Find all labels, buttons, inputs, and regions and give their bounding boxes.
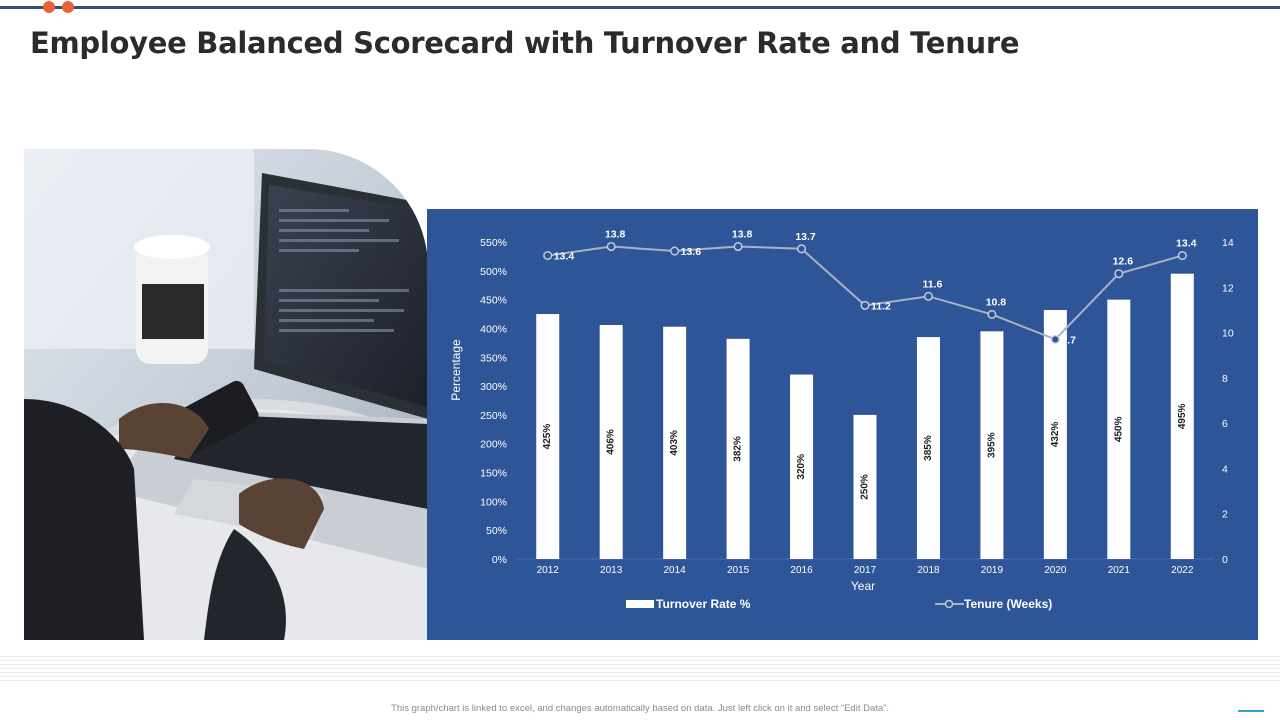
y-tick-label: 100%: [480, 496, 507, 508]
line-point: [860, 300, 870, 310]
accent-dot-right: [62, 1, 74, 13]
line-point: [1114, 269, 1124, 279]
legend-line-marker: [944, 599, 954, 609]
x-tick-label: 2021: [1108, 565, 1131, 576]
line-data-label: 12.6: [1113, 256, 1134, 268]
bar-turnover-rate: [536, 314, 560, 559]
page-title: Employee Balanced Scorecard with Turnove…: [30, 26, 1020, 60]
legend-line-label: Tenure (Weeks): [964, 597, 1052, 611]
bar-turnover-rate: [853, 414, 877, 559]
bar-turnover-rate: [1043, 310, 1067, 559]
bar-turnover-rate: [790, 374, 814, 559]
line-point: [606, 241, 616, 252]
line-point: [1050, 334, 1060, 344]
bar-data-label: 495%: [1177, 403, 1188, 429]
y-tick-label: 50%: [486, 525, 507, 537]
bar-data-label: 250%: [860, 474, 871, 500]
combo-chart: Percentage Year Turnover Rate % Tenure (…: [449, 229, 1234, 611]
bar-turnover-rate: [663, 326, 687, 559]
bar-turnover-rate: [726, 338, 750, 559]
line-point: [796, 244, 807, 254]
bar-data-label: 385%: [923, 435, 934, 461]
line-data-label: 13.4: [554, 251, 575, 263]
x-tick-label: 2017: [854, 565, 877, 576]
line-point: [733, 241, 743, 252]
x-tick-label: 2013: [600, 565, 623, 576]
y2-tick-label: 6: [1222, 418, 1228, 430]
footer-note: This graph/chart is linked to excel, and…: [391, 703, 889, 714]
bar-turnover-rate: [980, 331, 1004, 559]
line-point: [987, 309, 997, 320]
line-point: [670, 246, 680, 256]
line-data-label: 10.8: [986, 296, 1007, 308]
y-axis-title: Percentage: [449, 339, 463, 401]
y2-tick-label: 8: [1222, 373, 1228, 385]
line-point: [1177, 251, 1187, 261]
x-tick-label: 2018: [917, 565, 940, 576]
chart-legend: Turnover Rate % Tenure (Weeks): [626, 597, 1052, 611]
x-tick-label: 2014: [664, 565, 687, 576]
line-point: [923, 291, 934, 301]
bar-data-label: 425%: [542, 424, 553, 450]
y2-tick-label: 2: [1222, 509, 1228, 521]
footer-accent-dash: [1238, 710, 1264, 712]
bar-turnover-rate: [599, 324, 623, 559]
y-tick-label: 550%: [480, 237, 507, 249]
footer-stripes: [0, 656, 1280, 684]
x-axis-title: Year: [851, 579, 875, 593]
legend-bar-swatch: [626, 600, 654, 608]
y-tick-label: 350%: [480, 352, 507, 364]
bar-data-label: 403%: [669, 430, 680, 456]
bar-data-label: 320%: [796, 454, 807, 480]
x-tick-label: 2022: [1171, 565, 1194, 576]
line-data-label: 13.7: [795, 231, 816, 243]
bar-turnover-rate: [1170, 273, 1194, 559]
y-tick-label: 400%: [480, 323, 507, 335]
y2-tick-label: 14: [1222, 237, 1234, 249]
line-data-label: 13.8: [732, 229, 753, 241]
line-data-label: 13.4: [1176, 238, 1197, 250]
x-tick-label: 2015: [727, 565, 750, 576]
header-rule: [0, 6, 1280, 9]
y-tick-label: 500%: [480, 266, 507, 278]
line-point: [543, 251, 553, 261]
bar-data-label: 406%: [606, 429, 617, 455]
bar-data-label: 382%: [733, 436, 744, 462]
line-data-label: 9.7: [1061, 334, 1076, 346]
line-data-label: 11.2: [871, 300, 891, 312]
bar-data-label: 450%: [1113, 416, 1124, 442]
legend-bar-label: Turnover Rate %: [656, 597, 751, 611]
line-data-label: 13.6: [681, 246, 702, 258]
y-tick-label: 0%: [492, 554, 507, 566]
x-tick-label: 2019: [981, 565, 1004, 576]
y2-tick-label: 0: [1222, 554, 1228, 566]
y-tick-label: 200%: [480, 439, 507, 451]
y-tick-label: 450%: [480, 295, 507, 307]
line-data-label: 13.8: [605, 229, 626, 241]
bar-data-label: 432%: [1050, 422, 1061, 448]
x-tick-label: 2016: [790, 565, 813, 576]
line-data-label: 11.6: [923, 278, 943, 290]
x-tick-label: 2012: [537, 565, 560, 576]
y-tick-label: 300%: [480, 381, 507, 393]
y-tick-label: 150%: [480, 468, 507, 480]
laptop-photo: [24, 149, 428, 640]
chart-panel: Percentage Year Turnover Rate % Tenure (…: [427, 209, 1258, 640]
y2-tick-label: 10: [1222, 328, 1234, 340]
y2-tick-label: 12: [1222, 282, 1234, 294]
line-tenure: [547, 245, 1183, 341]
bar-turnover-rate: [916, 337, 940, 559]
x-tick-label: 2020: [1044, 565, 1067, 576]
bar-data-label: 395%: [986, 432, 997, 458]
accent-dot-left: [43, 1, 55, 13]
bar-turnover-rate: [1107, 299, 1131, 559]
y2-tick-label: 4: [1222, 463, 1228, 475]
y-tick-label: 250%: [480, 410, 507, 422]
